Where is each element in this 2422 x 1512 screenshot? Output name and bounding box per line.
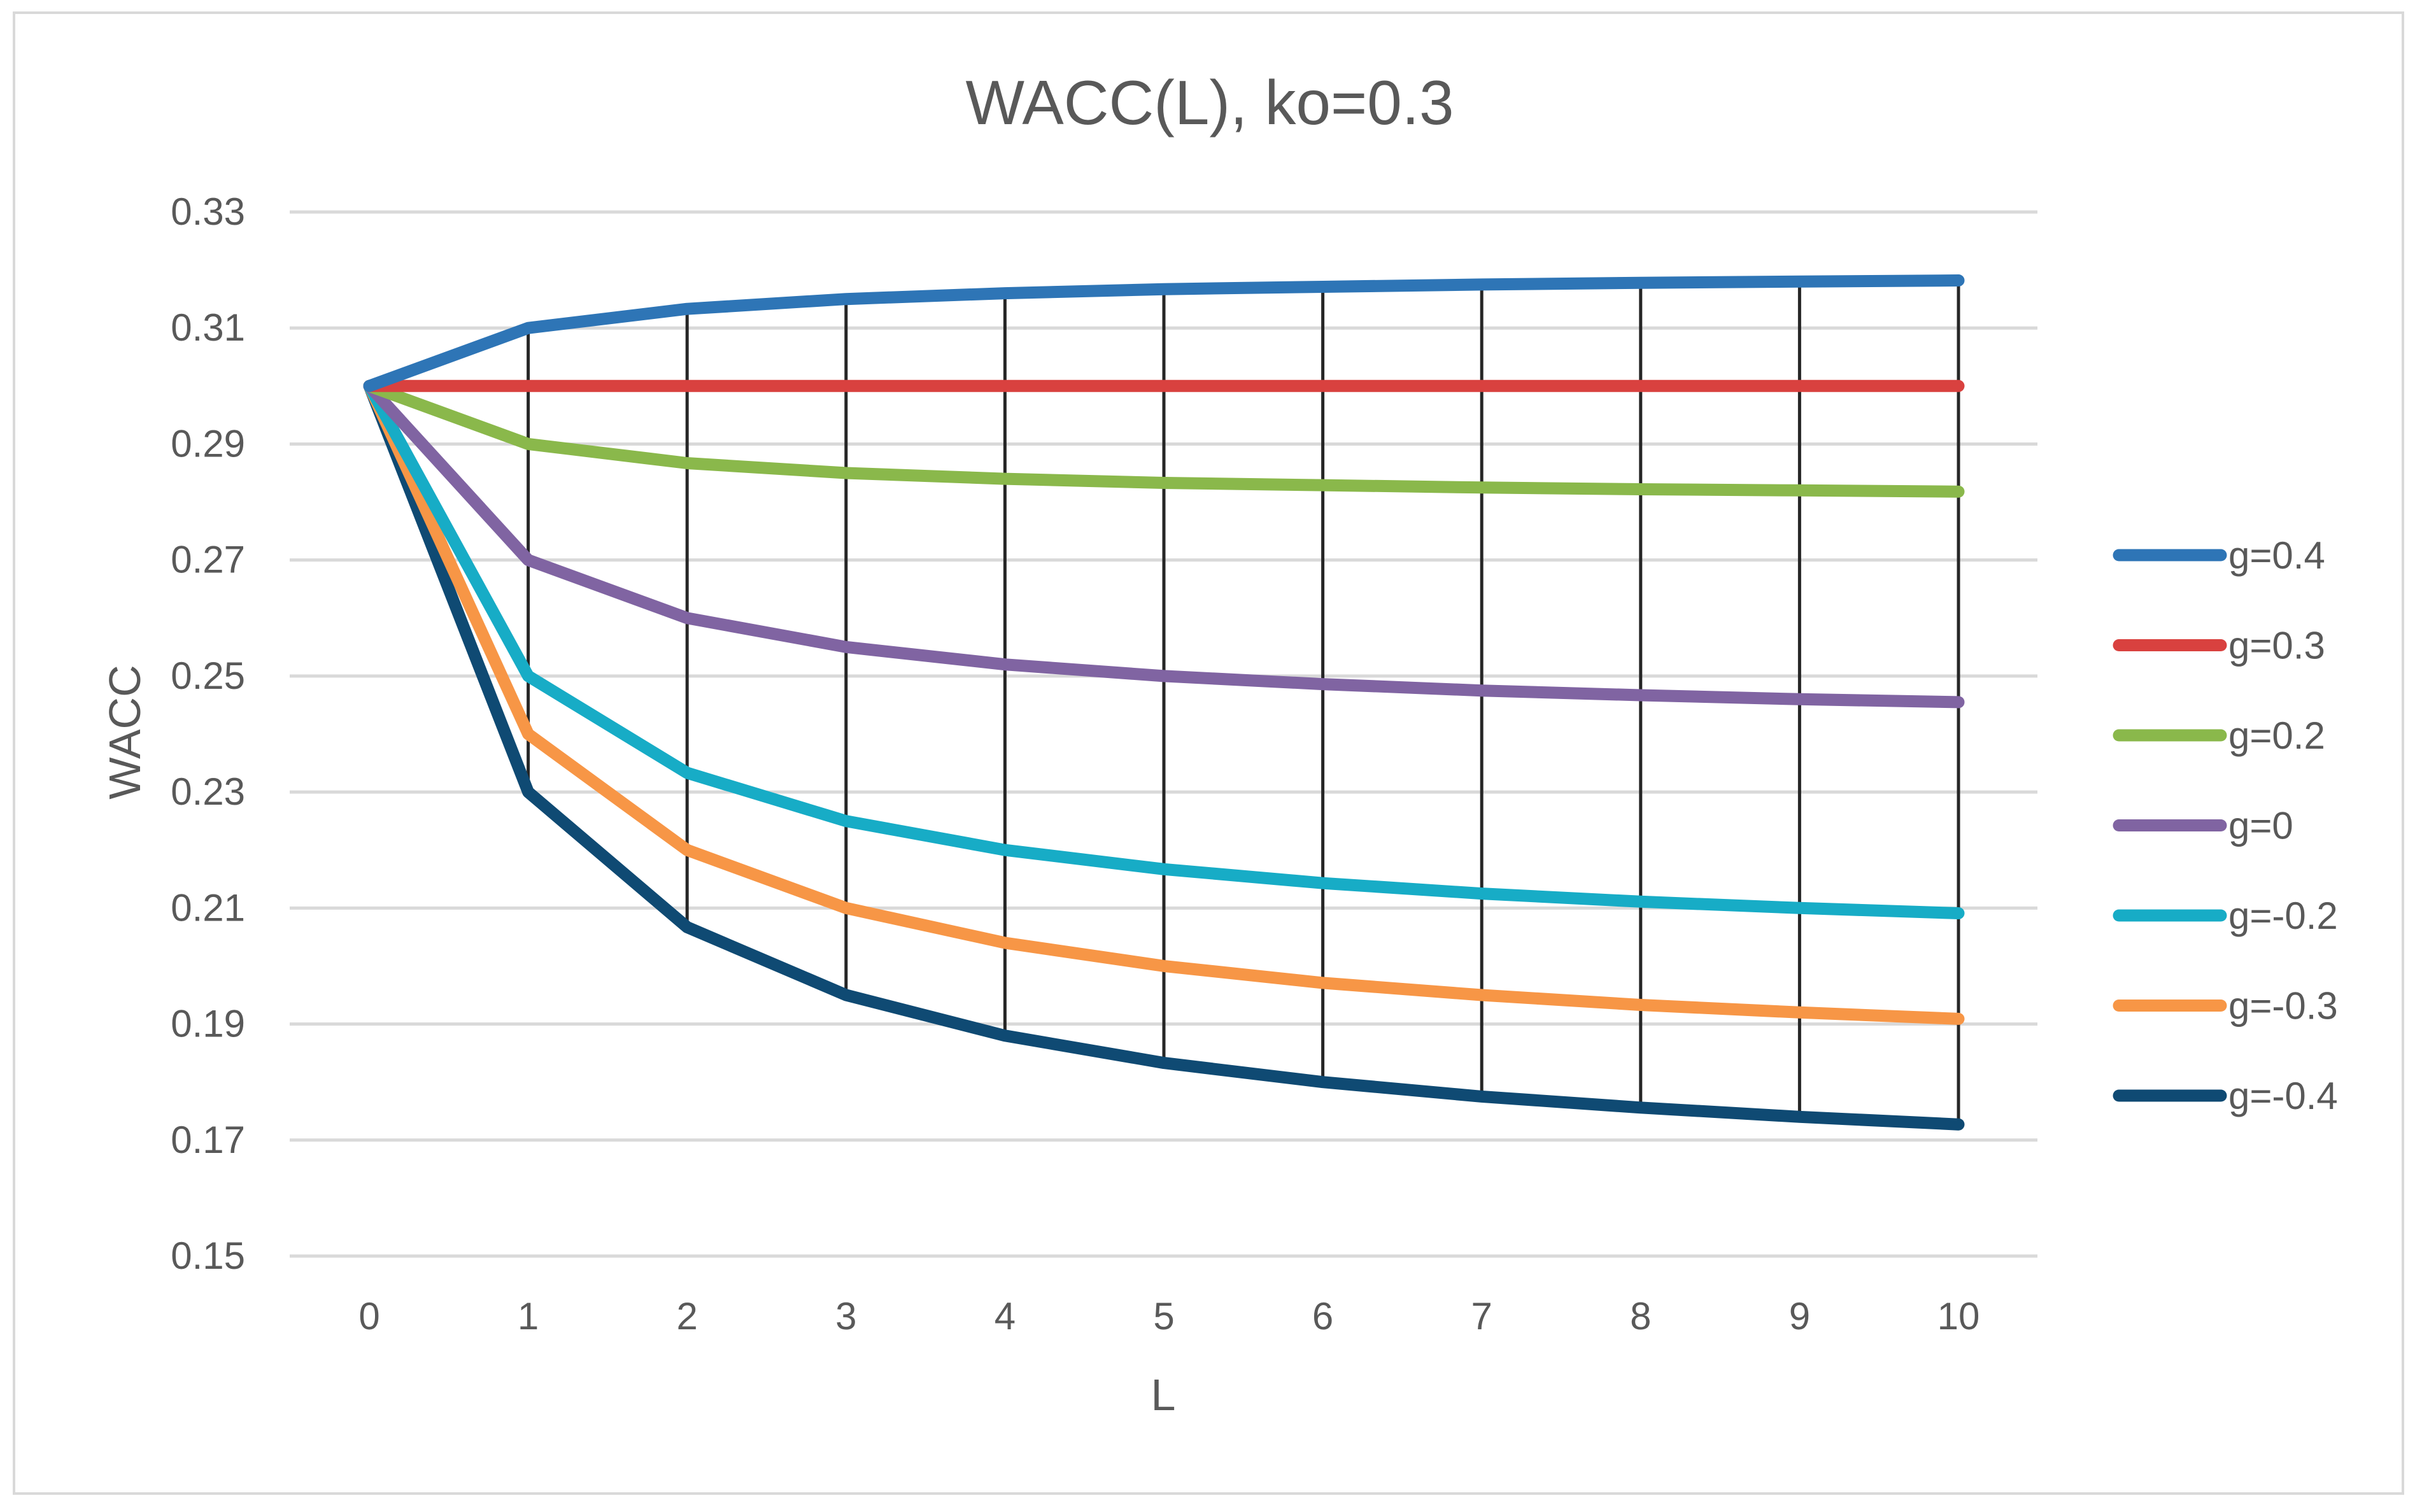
y-tick-label: 0.19 [171, 1003, 245, 1045]
x-tick-label: 4 [995, 1295, 1016, 1338]
y-tick-label: 0.15 [171, 1234, 245, 1277]
y-axis-title: WACC [100, 665, 150, 799]
legend-label: g=-0.4 [2228, 1075, 2338, 1117]
x-tick-label: 8 [1630, 1295, 1651, 1338]
legend: g=0.4 g=0.3 g=0.2 g=0 g=-0.2 g=-0.3 g=-0.4 [2113, 534, 2338, 1117]
legend-label: g=0.2 [2228, 714, 2325, 757]
x-tick-label: 2 [677, 1295, 698, 1338]
series-lines [363, 274, 1965, 1131]
series-line-g0p2 [363, 379, 1965, 498]
chart-frame [13, 11, 2404, 1495]
series-line-g-0p4 [363, 379, 1965, 1131]
series-line-g-0p2 [363, 379, 1965, 919]
y-tick-label: 0.25 [171, 654, 245, 697]
x-tick-label: 6 [1312, 1295, 1333, 1338]
x-tick-label: 10 [1937, 1295, 1980, 1338]
series-line-g-0p3 [363, 379, 1965, 1025]
chart-title: WACC(L), ko=0.3 [966, 67, 1454, 138]
series-line-g0 [363, 379, 1965, 709]
x-tick-label: 9 [1789, 1295, 1810, 1338]
x-tick-label: 7 [1471, 1295, 1492, 1338]
y-tick-label: 0.17 [171, 1119, 245, 1161]
y-tick-label: 0.33 [171, 190, 245, 233]
x-tick-label: 0 [358, 1295, 379, 1338]
x-axis-title: L [1151, 1370, 1176, 1420]
x-tick-label: 5 [1153, 1295, 1174, 1338]
y-tick-label: 0.29 [171, 422, 245, 465]
y-axis-tick-labels: 0.15 0.17 0.19 0.21 0.23 0.25 0.27 0.29 0.31 0.33 [171, 190, 245, 1277]
legend-label: g=-0.3 [2228, 985, 2338, 1028]
legend-label: g=-0.2 [2228, 894, 2338, 937]
x-tick-label: 1 [518, 1295, 539, 1338]
y-tick-label: 0.21 [171, 886, 245, 929]
x-axis-tick-labels: 0 1 2 3 4 5 6 7 8 9 10 [358, 1295, 1979, 1338]
legend-label: g=0.3 [2228, 625, 2325, 667]
y-tick-label: 0.23 [171, 770, 245, 813]
series-line-g0p4 [363, 274, 1965, 392]
legend-label: g=0.4 [2228, 534, 2325, 577]
legend-label: g=0 [2228, 805, 2293, 847]
y-tick-label: 0.27 [171, 539, 245, 581]
y-tick-label: 0.31 [171, 306, 245, 349]
x-tick-label: 3 [835, 1295, 856, 1338]
